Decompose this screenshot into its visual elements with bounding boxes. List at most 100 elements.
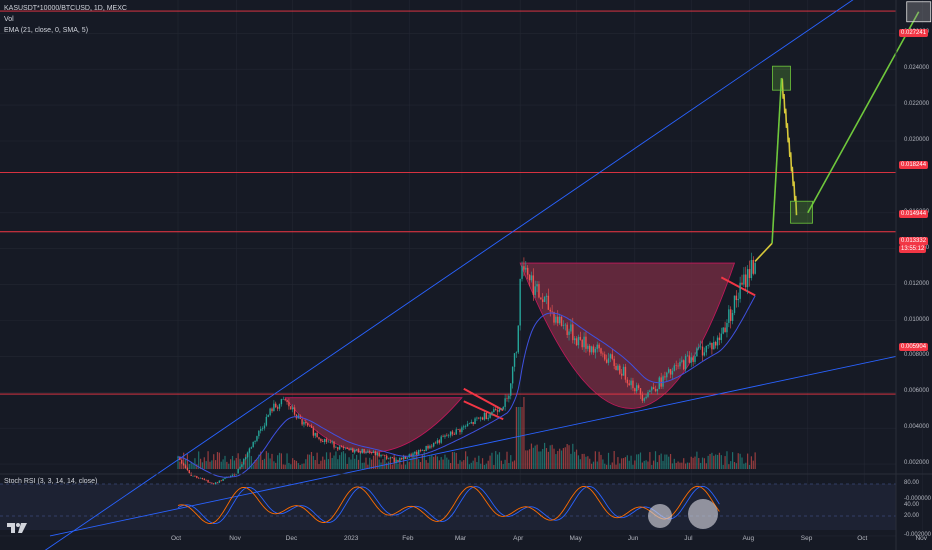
candle-body [718,337,721,341]
candle-body [637,385,640,389]
candle-body [536,284,538,287]
level-badge-low: 0.005904 [899,343,929,351]
volume-bar [662,460,664,469]
handle-1-bottom [463,400,504,421]
volume-bar [732,452,734,469]
volume-bar [372,455,375,469]
candle-body [459,429,461,433]
candle-body [265,416,268,426]
candle-body [427,445,429,449]
candle-body [359,452,362,454]
volume-bar [540,451,542,469]
stoch-rsi-legend[interactable]: Stoch RSI (3, 3, 14, 14, close) [4,478,98,485]
volume-bar [213,454,215,469]
volume-bar [352,454,354,469]
volume-bar [290,464,292,469]
candle-body [248,448,251,453]
volume-bar [594,451,596,469]
candle-body [468,423,471,425]
volume-bar [527,450,529,469]
candle-body [692,357,694,362]
candle-body [632,380,634,389]
candle-body [602,353,604,355]
candle-body [658,377,660,390]
candle-body [525,267,527,270]
candle-body [278,404,281,409]
ema-legend[interactable]: EMA (21, close, 0, SMA, 5) [4,27,89,34]
volume-bar [572,443,574,469]
candle-body [560,316,563,326]
candle-body [310,425,313,428]
candle-body [192,475,194,477]
volume-bar [481,458,484,469]
candle-body [528,274,531,281]
candle-body [479,417,482,419]
volume-bar [215,460,217,469]
candle-body [666,372,668,378]
volume-legend[interactable]: Vol [4,16,14,23]
volume-bar [325,452,328,469]
volume-bar [579,459,581,469]
volume-bar [538,451,540,469]
candle-body [660,377,662,387]
candle-body [365,452,367,454]
candle-body [557,316,559,324]
candle-body [350,448,352,450]
symbol-title[interactable]: KASUSDT*10000/BTCUSD, 1D, MEXC [4,5,127,12]
candle-body [421,450,424,451]
target-zone-box [906,1,932,23]
candle-body [566,324,568,335]
candle-body [643,398,645,401]
volume-bar [335,451,337,469]
candle-body [434,442,437,444]
volume-bar [609,464,611,469]
candle-body [754,262,756,274]
tradingview-logo[interactable] [6,521,28,535]
candle-body [451,431,454,435]
volume-bar [269,458,271,469]
volume-bar [243,463,245,469]
candle-body [380,454,382,457]
volume-bar [500,460,502,469]
candle-body [327,441,330,443]
candle-body [698,346,700,349]
volume-bar [414,451,416,469]
candle-body [592,346,595,353]
volume-bar [203,457,205,469]
volume-bar [611,462,613,469]
candle-body [711,342,713,350]
volume-bar [463,460,465,469]
volume-bar [346,463,348,469]
candle-body [709,342,711,345]
cup-pattern-2 [519,262,736,409]
volume-bar [748,464,751,469]
candle-body [470,422,472,424]
candle-body [498,409,501,412]
candle-body [474,418,476,425]
candle-body [634,388,636,392]
candle-body [431,445,433,447]
candle-body [290,406,292,410]
level-badge-mid: 0.014944 [899,210,929,218]
candle-body [523,266,525,270]
candle-body [654,389,657,392]
candle-body [600,348,602,354]
candle-body [510,383,512,396]
rsi-tick-40: 40.00 [904,502,920,508]
volume-bar [709,453,711,469]
candle-body [726,322,728,333]
volume-bar [621,458,623,469]
candle-body [276,407,279,409]
volume-bar [267,452,269,469]
volume-bar [564,447,566,469]
candle-body [630,380,632,386]
candle-body [320,438,322,442]
volume-bar [433,456,435,469]
volume-bar [356,454,358,469]
candle-body [205,479,207,481]
candle-body [713,341,715,350]
candle-body [701,346,704,356]
volume-bar [664,454,666,469]
volume-bar [570,453,572,469]
